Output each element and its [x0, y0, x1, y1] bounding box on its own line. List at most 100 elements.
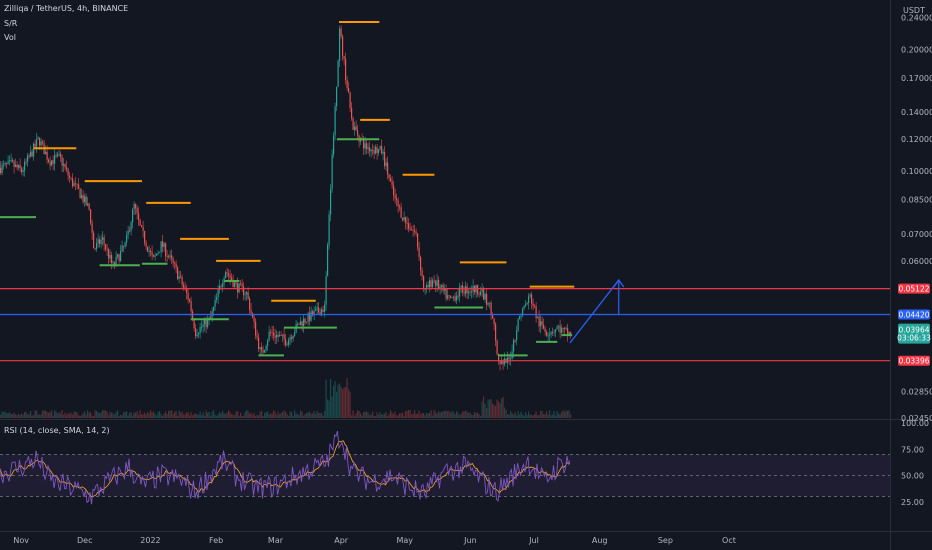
price-tick-label-2: 0.17000 [901, 74, 932, 83]
volume-bar [93, 415, 95, 418]
candle-body [412, 229, 414, 231]
candle-body [250, 309, 252, 314]
volume-bar [333, 385, 335, 418]
candle-body [264, 350, 266, 353]
volume-bar [79, 415, 81, 418]
candle-body [190, 301, 192, 312]
candle-body [483, 288, 485, 300]
volume-bar [427, 413, 429, 418]
volume-bar [172, 414, 174, 418]
price-tick-label-6: 0.08500 [901, 196, 932, 205]
candle-body [184, 287, 186, 289]
candle-body [519, 316, 521, 320]
volume-bar [159, 410, 161, 418]
candle-body [144, 230, 146, 243]
volume-bar [331, 396, 333, 418]
candle-body [567, 328, 569, 335]
candle-body [406, 223, 408, 224]
volume-bar [495, 405, 497, 418]
volume-bar [391, 412, 393, 418]
price-tick-label-8: 0.06000 [901, 257, 932, 266]
candle-body [280, 335, 282, 337]
volume-bar [496, 399, 498, 418]
candle-body [249, 298, 251, 310]
volume-bar [526, 415, 528, 418]
volume-bar [309, 411, 311, 418]
candle-body [58, 153, 60, 155]
candle-body [27, 155, 29, 162]
candle-body [243, 286, 245, 296]
candle-body [561, 327, 563, 333]
candle-body [246, 292, 248, 295]
candle-body [349, 92, 351, 109]
volume-bar [270, 413, 272, 418]
candle-body [139, 219, 141, 226]
volume-bar [96, 410, 98, 418]
candle-body [556, 326, 558, 330]
candle-body [322, 309, 324, 312]
volume-bar [322, 415, 324, 418]
volume-bar [243, 415, 245, 418]
candle-body [258, 337, 260, 349]
candle-body [55, 155, 57, 157]
volume-bar [132, 415, 134, 418]
time-tick-label-3: Feb [209, 536, 223, 545]
volume-bar [387, 415, 389, 418]
volume-bar [55, 411, 57, 418]
volume-bar [28, 413, 30, 418]
volume-bar [40, 414, 42, 418]
volume-bar [465, 410, 467, 418]
candle-body [201, 326, 203, 328]
volume-bar [219, 412, 221, 418]
volume-bar [259, 411, 261, 418]
candle-body [480, 291, 482, 295]
candle-body [255, 321, 257, 336]
candle-body [198, 333, 200, 335]
volume-bar [453, 412, 455, 418]
volume-bar [439, 412, 441, 418]
candle-body [117, 254, 119, 257]
candle-body [534, 306, 536, 307]
candle-body [238, 283, 240, 293]
candle-body [285, 339, 287, 346]
candle-body [402, 217, 404, 221]
candle-body [370, 149, 372, 152]
candle-body [181, 276, 183, 285]
candle-body [79, 188, 81, 199]
volume-bar [151, 412, 153, 418]
candle-body [388, 174, 390, 179]
volume-bar [97, 412, 99, 418]
candle-body [156, 254, 158, 256]
volume-legend: Vol [4, 33, 16, 42]
volume-bar [136, 411, 138, 418]
volume-bar [207, 412, 209, 418]
candle-body [337, 60, 339, 87]
volume-bar [361, 415, 363, 418]
candle-body [73, 183, 75, 187]
candle-body [555, 329, 557, 332]
volume-bar [252, 414, 254, 418]
candle-body [508, 357, 510, 359]
volume-bar [133, 412, 135, 418]
candle-body [39, 137, 41, 146]
rsi-tick-label-3: 25.00 [901, 498, 924, 507]
candle-body [453, 296, 455, 298]
candle-body [399, 206, 401, 208]
candle-body [387, 162, 389, 175]
candle-body [301, 321, 303, 327]
candle-body [558, 325, 560, 327]
candle-body [393, 185, 395, 196]
volume-bar [316, 411, 318, 418]
candle-body [298, 323, 300, 325]
volume-bar [247, 410, 249, 418]
time-tick-label-10: Sep [658, 536, 673, 545]
rsi-ma-line [0, 440, 571, 498]
candle-body [487, 303, 489, 305]
candle-body [121, 245, 123, 252]
volume-bar [234, 415, 236, 418]
volume-bar [118, 415, 120, 418]
volume-bar [534, 414, 536, 418]
volume-bar [376, 412, 378, 418]
